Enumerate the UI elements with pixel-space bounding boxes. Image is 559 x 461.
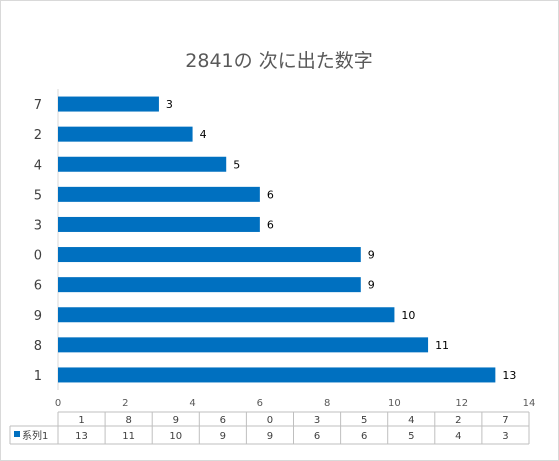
table-value-cell: 9	[220, 431, 226, 442]
x-tick-label-10: 10	[388, 398, 401, 409]
category-label-7: 7	[34, 98, 42, 113]
table-value-cell: 6	[361, 431, 367, 442]
x-tick-label-0: 0	[55, 398, 61, 409]
x-tick-label-2: 2	[122, 398, 128, 409]
category-label-9: 9	[34, 309, 42, 324]
category-label-1: 1	[34, 369, 42, 384]
bar-6	[58, 277, 361, 293]
table-value-cell: 5	[408, 431, 414, 442]
x-tick-label-8: 8	[324, 398, 330, 409]
table-header-cell: 0	[267, 415, 273, 426]
bar-5	[58, 186, 260, 202]
category-label-6: 6	[34, 279, 42, 294]
bar-1	[58, 367, 496, 383]
bar-7	[58, 96, 159, 112]
x-tick-label-12: 12	[455, 398, 468, 409]
data-label-8: 11	[435, 339, 449, 352]
table-value-cell: 3	[502, 431, 508, 442]
data-label-1: 13	[502, 369, 516, 382]
bar-2	[58, 126, 193, 142]
data-label-6: 9	[368, 279, 375, 292]
x-tick-label-14: 14	[523, 398, 536, 409]
table-header-cell: 5	[361, 415, 367, 426]
table-header-cell: 7	[502, 415, 508, 426]
table-header-cell: 3	[314, 415, 320, 426]
table-header-cell: 6	[220, 415, 226, 426]
table-value-cell: 4	[455, 431, 461, 442]
bar-4	[58, 156, 227, 172]
data-label-2: 4	[200, 128, 207, 141]
table-header-cell: 4	[408, 415, 414, 426]
table-value-cell: 6	[314, 431, 320, 442]
x-tick-label-6: 6	[257, 398, 263, 409]
category-label-8: 8	[34, 339, 42, 354]
data-label-7: 3	[166, 98, 173, 111]
bar-8	[58, 337, 429, 353]
bar-3	[58, 216, 260, 232]
category-label-0: 0	[34, 249, 42, 264]
chart-title: 2841の 次に出た数字	[185, 50, 372, 72]
data-label-3: 6	[267, 218, 274, 231]
category-label-3: 3	[34, 218, 42, 233]
category-label-2: 2	[34, 128, 42, 143]
category-label-5: 5	[34, 188, 42, 203]
table-header-cell: 9	[173, 415, 179, 426]
data-label-0: 9	[368, 249, 375, 262]
legend-swatch	[14, 431, 20, 437]
table-header-cell: 8	[125, 415, 131, 426]
category-label-4: 4	[34, 158, 42, 173]
table-value-cell: 9	[267, 431, 273, 442]
data-label-5: 6	[267, 188, 274, 201]
legend-series-label: 系列1	[22, 429, 48, 442]
table-header-cell: 1	[78, 415, 84, 426]
x-tick-label-4: 4	[189, 398, 195, 409]
table-value-cell: 11	[122, 431, 135, 442]
table-header-cell: 2	[455, 415, 461, 426]
data-label-4: 5	[233, 158, 240, 171]
bar-0	[58, 247, 361, 263]
data-label-9: 10	[401, 309, 415, 322]
table-value-cell: 13	[75, 431, 88, 442]
table-value-cell: 10	[169, 431, 182, 442]
bar-9	[58, 307, 395, 323]
